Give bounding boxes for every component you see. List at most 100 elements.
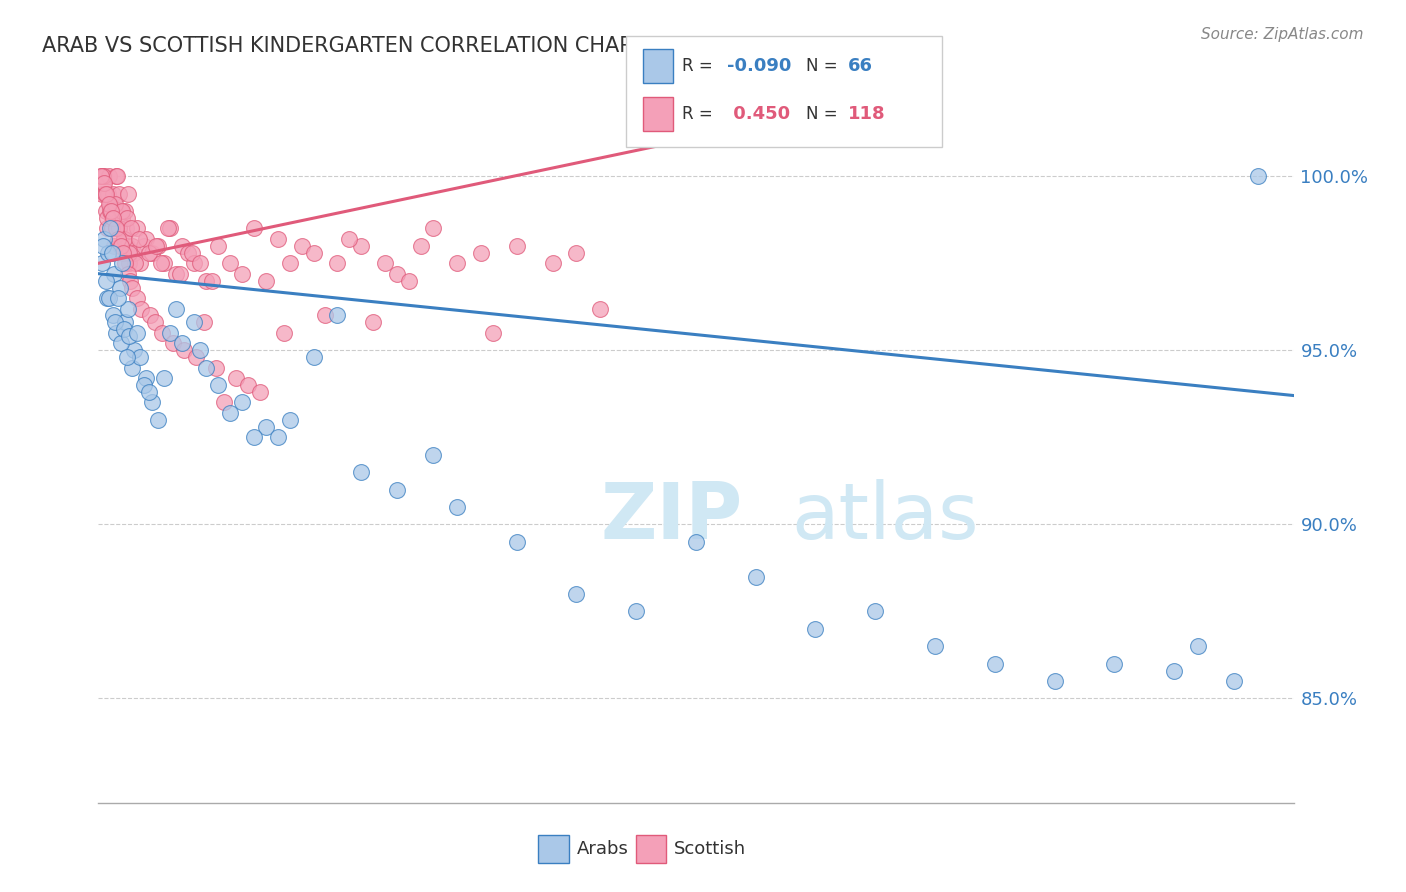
Point xyxy=(589,301,612,316)
Point xyxy=(145,239,167,253)
Point xyxy=(188,343,211,358)
Point xyxy=(138,245,160,260)
Text: R =: R = xyxy=(682,105,718,123)
Point xyxy=(148,413,170,427)
Point xyxy=(91,186,114,201)
Point xyxy=(111,204,134,219)
Point xyxy=(446,500,468,514)
Point xyxy=(96,186,118,201)
Point xyxy=(124,256,146,270)
Point xyxy=(124,343,146,358)
Point xyxy=(326,309,349,323)
Point xyxy=(159,221,181,235)
Point xyxy=(105,326,128,340)
Point xyxy=(97,186,120,201)
Point xyxy=(98,221,122,235)
Point xyxy=(132,239,155,253)
Point xyxy=(1043,673,1066,688)
Point xyxy=(101,221,124,235)
Point xyxy=(156,221,179,235)
Point xyxy=(482,326,505,340)
Point xyxy=(103,239,125,253)
Point xyxy=(172,239,194,253)
Point xyxy=(111,256,134,270)
Point xyxy=(172,336,194,351)
Point xyxy=(193,315,215,329)
Point xyxy=(111,245,134,260)
Text: ZIP: ZIP xyxy=(600,479,742,556)
Point xyxy=(195,360,218,375)
Point xyxy=(1104,657,1126,671)
Point xyxy=(231,267,253,281)
Point xyxy=(302,350,325,364)
Point xyxy=(97,197,120,211)
Point xyxy=(120,274,142,288)
Point xyxy=(173,343,195,358)
Point xyxy=(112,232,135,246)
Point xyxy=(115,221,138,235)
Point xyxy=(204,360,226,375)
Point xyxy=(165,267,187,281)
Point xyxy=(90,169,112,184)
Point xyxy=(94,274,117,288)
Point xyxy=(103,211,125,225)
Point xyxy=(183,256,205,270)
Point xyxy=(107,232,129,246)
Point xyxy=(100,211,122,225)
Point xyxy=(565,245,588,260)
Point xyxy=(103,267,125,281)
Point xyxy=(207,239,229,253)
Point xyxy=(115,211,138,225)
Point xyxy=(124,245,146,260)
Point xyxy=(110,204,132,219)
Point xyxy=(100,245,122,260)
Point xyxy=(91,169,114,184)
Point xyxy=(115,239,138,253)
Point xyxy=(104,204,127,219)
Point xyxy=(125,221,148,235)
Point xyxy=(278,256,301,270)
Text: Scottish: Scottish xyxy=(673,840,745,858)
Point xyxy=(254,420,277,434)
Point xyxy=(350,239,373,253)
Point xyxy=(422,221,444,235)
Point xyxy=(148,239,170,253)
Text: ARAB VS SCOTTISH KINDERGARTEN CORRELATION CHART: ARAB VS SCOTTISH KINDERGARTEN CORRELATIO… xyxy=(42,36,645,55)
Point xyxy=(984,657,1007,671)
Point xyxy=(114,204,136,219)
Point xyxy=(120,221,142,235)
Point xyxy=(180,245,202,260)
Point xyxy=(129,256,152,270)
Point xyxy=(96,221,118,235)
Point xyxy=(363,315,385,329)
Point xyxy=(110,239,132,253)
Point xyxy=(374,256,396,270)
Text: 66: 66 xyxy=(848,57,873,75)
Point xyxy=(143,315,166,329)
Point xyxy=(138,385,160,400)
Point xyxy=(93,169,115,184)
Point xyxy=(470,245,492,260)
Point xyxy=(125,326,148,340)
Point xyxy=(422,448,444,462)
Point xyxy=(135,232,157,246)
Point xyxy=(186,350,208,364)
Point xyxy=(565,587,588,601)
Point xyxy=(398,274,420,288)
Point xyxy=(121,280,143,294)
Point xyxy=(626,604,648,618)
Point xyxy=(121,239,143,253)
Text: atlas: atlas xyxy=(792,479,979,556)
Point xyxy=(924,639,946,653)
Point xyxy=(745,569,768,583)
Point xyxy=(139,309,162,323)
Point xyxy=(105,169,128,184)
Text: Source: ZipAtlas.com: Source: ZipAtlas.com xyxy=(1201,27,1364,42)
Point xyxy=(212,395,235,409)
Point xyxy=(188,256,211,270)
Point xyxy=(165,301,187,316)
Point xyxy=(1223,673,1246,688)
Point xyxy=(90,169,112,184)
Point xyxy=(104,221,127,235)
Point xyxy=(107,291,129,305)
